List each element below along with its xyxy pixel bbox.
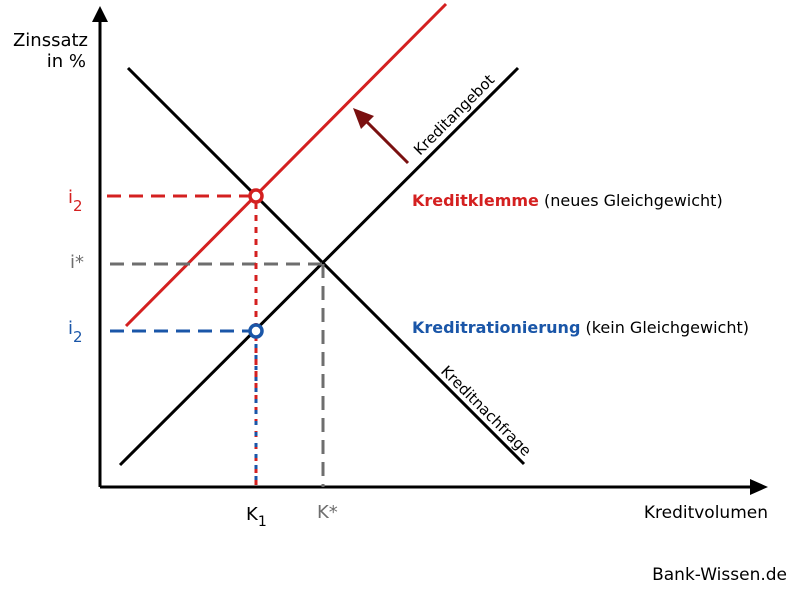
kreditrationierung-annotation: Kreditrationierung (kein Gleichgewicht): [412, 318, 749, 337]
kreditklemme-point: [248, 188, 264, 204]
y-axis-arrowhead: [92, 6, 108, 22]
supply-curve-label: Kreditangebot: [410, 71, 498, 159]
x-axis-label: Kreditvolumen: [644, 503, 768, 523]
kreditklemme-annotation: Kreditklemme (neues Gleichgewicht): [412, 191, 723, 210]
x-axis-arrowhead: [750, 479, 768, 495]
source-credit: Bank-Wissen.de: [652, 565, 787, 585]
shift-arrow-shaft: [364, 119, 410, 165]
y-axis-label-line2: in %: [47, 51, 86, 72]
shifted-supply-curve: [124, 2, 448, 328]
i2-red-tick-label: i2: [68, 187, 83, 215]
k1-tick-label: K1: [246, 504, 267, 530]
i-star-tick-label: i*: [70, 252, 84, 273]
i2-blue-tick-label: i2: [68, 318, 83, 346]
kreditrationierung-point: [248, 323, 264, 339]
y-axis-label-line1: Zinssatz: [13, 30, 88, 51]
shift-arrow-head: [353, 108, 374, 129]
supply-curve: [118, 66, 520, 467]
demand-curve-label: Kreditnachfrage: [437, 362, 535, 460]
k-star-tick-label: K*: [317, 502, 338, 523]
demand-curve: [126, 66, 526, 466]
